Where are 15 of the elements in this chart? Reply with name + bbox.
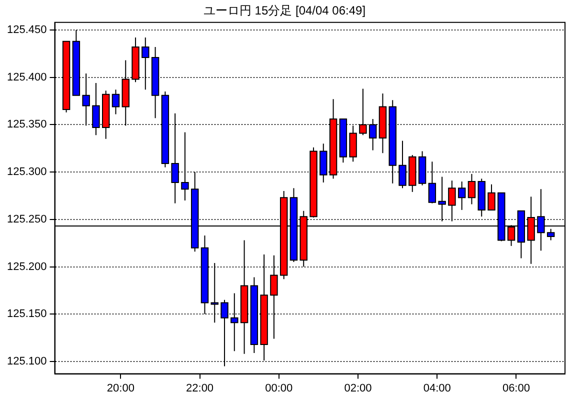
x-tick-label: 22:00 <box>186 382 214 394</box>
x-tick-label: 06:00 <box>502 382 530 394</box>
y-tick-label: 125.200 <box>6 260 47 273</box>
y-tick-label: 125.350 <box>6 118 47 131</box>
y-tick-label: 125.450 <box>6 24 47 36</box>
x-tick-label: 02:00 <box>344 382 372 394</box>
y-tick-label: 125.250 <box>6 213 47 226</box>
y-tick-label: 125.300 <box>6 166 47 178</box>
y-tick-label: 125.400 <box>6 71 47 84</box>
y-tick-label: 125.100 <box>6 356 47 368</box>
chart-title: ユーロ円 15分足 [04/04 06:49] <box>203 4 366 18</box>
x-tick-label: 20:00 <box>106 382 134 394</box>
x-tick-label: 00:00 <box>265 382 293 394</box>
x-tick-label: 04:00 <box>423 382 451 394</box>
y-tick-label: 125.150 <box>6 308 47 320</box>
